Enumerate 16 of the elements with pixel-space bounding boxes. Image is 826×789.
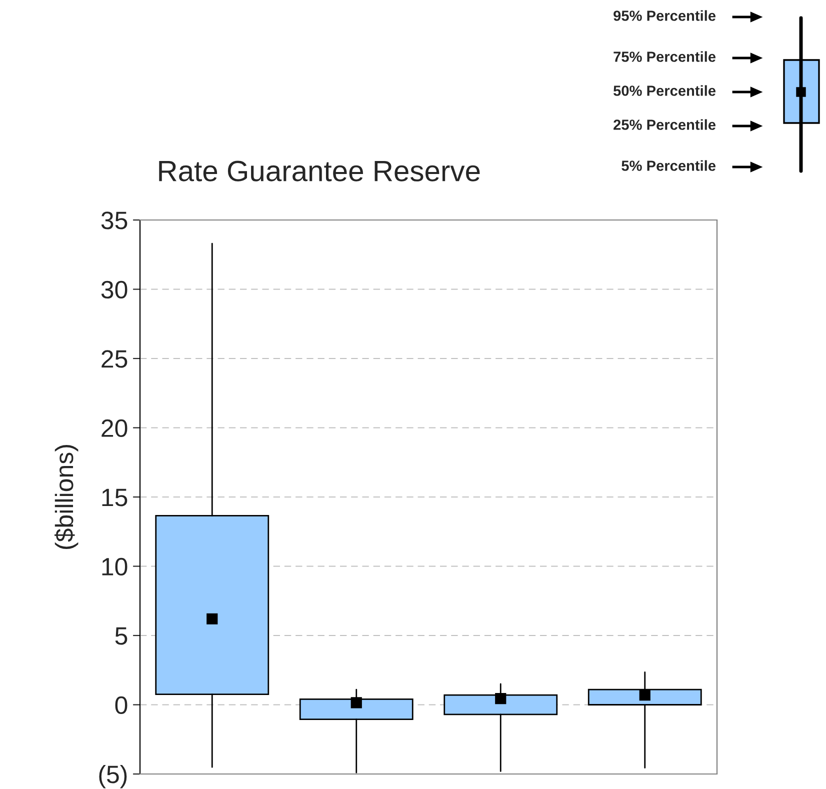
y-tick-label: 5 <box>115 627 128 645</box>
y-tick-label: (5) <box>99 764 127 788</box>
chart-title: Rate Guarantee Reserve <box>159 160 480 182</box>
y-axis-title: ($billions) <box>54 445 78 549</box>
text: 50% Percentile <box>614 85 716 96</box>
text: 75% Percentile <box>614 51 716 62</box>
text: 95% Percentile <box>614 10 716 21</box>
text: 25% Percentile <box>614 119 716 130</box>
y-tick-label: 0 <box>115 696 128 714</box>
y-tick-label: 35 <box>101 212 128 230</box>
y-tick-label: 20 <box>102 419 128 438</box>
y-tick-label: 10 <box>102 558 128 576</box>
y-tick-label: 25 <box>102 350 128 368</box>
y-tick-label: 30 <box>101 280 128 299</box>
text: 5% Percentile <box>622 160 716 171</box>
y-tick-label: 15 <box>102 488 128 506</box>
